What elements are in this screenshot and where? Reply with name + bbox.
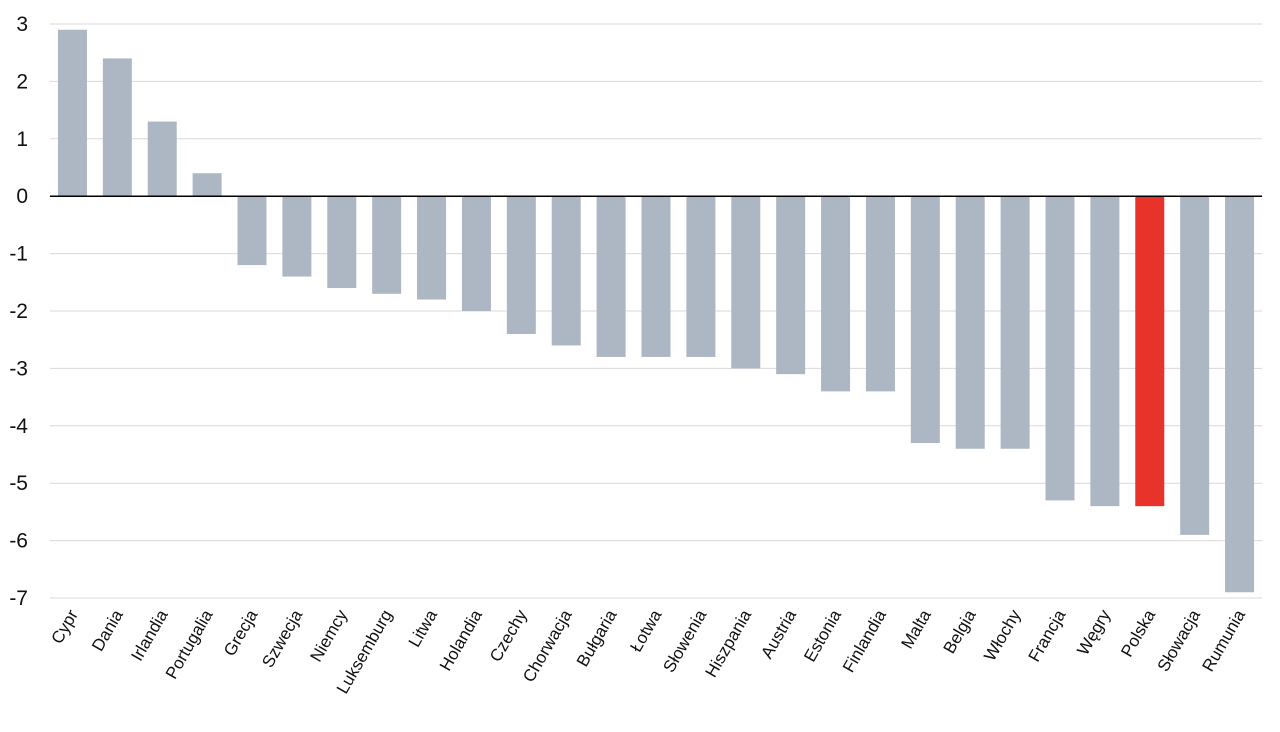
y-tick-label: -6 [9,530,28,553]
x-tick-label: Bułgaria [573,606,621,670]
x-tick-label: Malta [898,606,936,652]
bar-1 [57,29,87,197]
bar-14 [641,196,671,357]
x-tick-label: Estonia [800,606,845,665]
bar-25 [1135,196,1165,507]
x-tick-label: Słowenia [659,606,710,676]
x-tick-label: Cypr [48,606,83,647]
x-tick-label: Litwa [405,606,442,650]
x-tick-label: Francja [1025,606,1070,665]
bar-15 [686,196,716,357]
x-tick-label: Niemcy [306,606,351,665]
bar-19 [865,196,895,392]
x-tick-label: Finlandia [839,606,890,676]
bar-8 [372,196,402,294]
bar-7 [327,196,357,289]
bar-5 [237,196,267,266]
x-tick-label: Rumunia [1199,606,1250,675]
bar-13 [596,196,626,357]
bar-12 [551,196,581,346]
y-tick-label: -7 [9,587,28,610]
bar-17 [776,196,806,375]
x-tick-label: Słowacja [1154,606,1205,675]
bar-10 [461,196,491,311]
bar-6 [282,196,312,277]
x-tick-label: Grecja [220,606,262,659]
y-tick-label: 1 [16,128,28,151]
bar-9 [417,196,447,300]
bar-18 [821,196,851,392]
bar-11 [506,196,536,334]
bar-20 [910,196,940,444]
bar-3 [147,121,177,197]
y-tick-label: -2 [9,300,28,323]
y-axis-tick-labels: 3 2 1 0 -1 -2 -3 -4 -5 -6 -7 [9,13,28,610]
x-tick-label: Austria [757,606,800,662]
x-tick-label: Szwecja [258,606,306,671]
x-tick-label: Dania [88,606,127,654]
bar-4 [192,173,222,197]
bar-24 [1090,196,1120,507]
bar-22 [1000,196,1030,449]
y-tick-label: -1 [9,243,28,266]
x-tick-label: Węgry [1073,606,1114,658]
y-tick-label: 2 [16,70,28,93]
bar-27 [1225,196,1255,593]
x-tick-label: Polska [1117,606,1159,660]
x-tick-label: Irlandia [127,606,172,664]
y-tick-label: 0 [16,185,28,208]
bar-23 [1045,196,1075,501]
y-tick-label: -5 [9,472,28,495]
y-tick-label: -4 [9,415,28,438]
y-tick-label: 3 [16,13,28,36]
bar-26 [1180,196,1210,535]
bar-16 [731,196,761,369]
x-tick-label: Belgia [940,606,980,657]
x-tick-label: Holandia [436,606,486,674]
x-tick-label: Włochy [980,606,1025,664]
bars [57,29,1255,593]
bar-2 [102,58,132,197]
bar-21 [955,196,985,449]
y-tick-label: -3 [9,357,28,380]
x-tick-label: Łotwa [626,606,665,655]
x-tick-label: Czechy [486,606,531,665]
